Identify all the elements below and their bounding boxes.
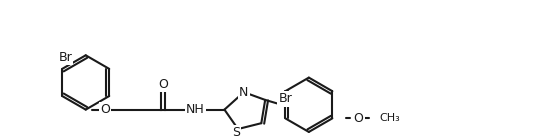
Text: S: S (232, 126, 240, 139)
Text: O: O (354, 112, 364, 125)
Text: O: O (158, 78, 168, 91)
Text: Br: Br (59, 51, 72, 64)
Text: CH₃: CH₃ (379, 113, 399, 123)
Text: N: N (239, 86, 249, 99)
Text: O: O (100, 103, 110, 116)
Text: NH: NH (186, 103, 205, 116)
Text: Br: Br (279, 92, 292, 105)
